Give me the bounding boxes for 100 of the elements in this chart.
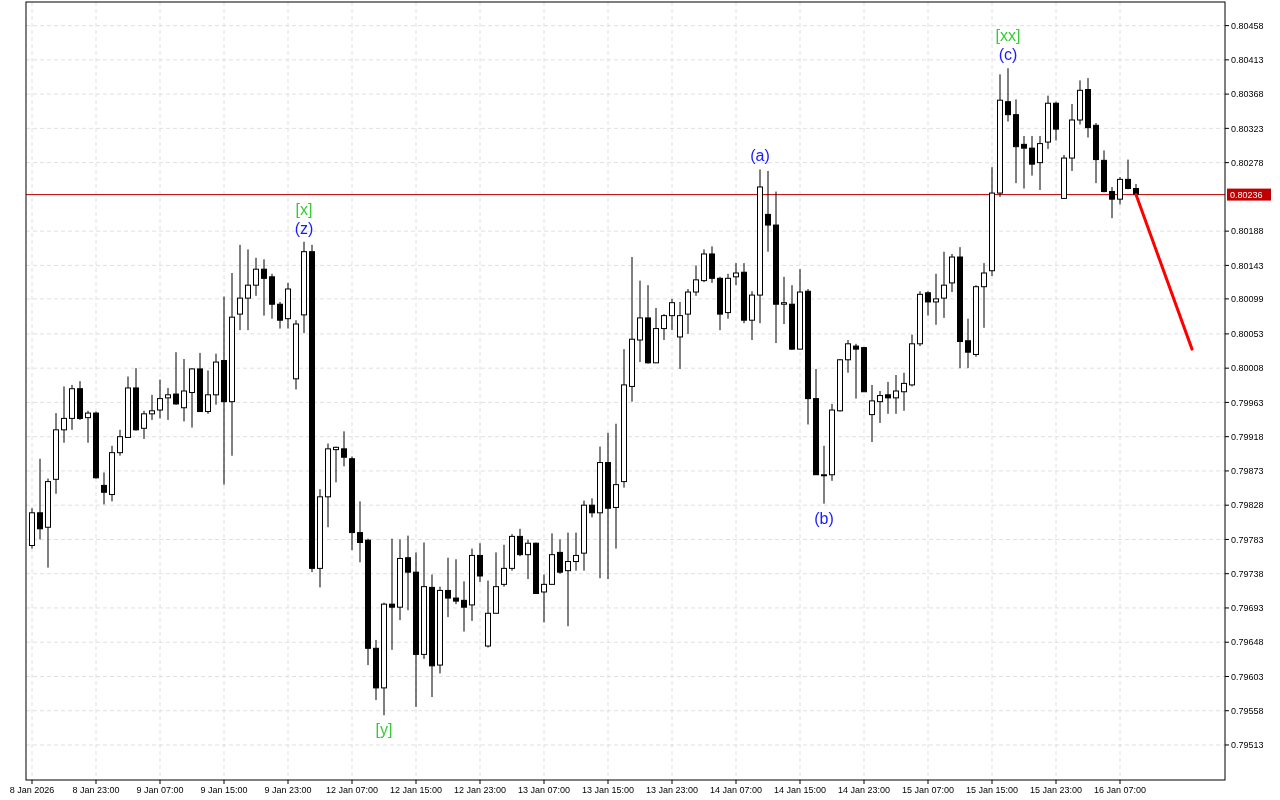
candlestick <box>885 381 891 415</box>
candlestick <box>245 248 251 331</box>
candlestick <box>253 257 259 297</box>
annotation: [xx] <box>995 27 1021 45</box>
y-tick-label: 0.79558 <box>1231 705 1264 716</box>
y-tick-label: 0.80188 <box>1231 226 1264 237</box>
candlestick <box>517 528 523 557</box>
candlestick <box>557 538 563 575</box>
x-tick-label: 16 Jan 07:00 <box>1093 785 1147 795</box>
annotation: (b) <box>814 509 834 527</box>
x-tick-label: 13 Jan 07:00 <box>517 785 571 795</box>
x-tick-label: 14 Jan 23:00 <box>837 785 891 795</box>
x-tick-label: 15 Jan 15:00 <box>965 785 1019 795</box>
candlestick <box>165 387 171 421</box>
candlestick <box>157 379 163 419</box>
candlestick <box>853 343 859 400</box>
candlestick <box>261 258 267 317</box>
y-tick-label: 0.79693 <box>1231 603 1264 614</box>
candlestick <box>173 351 179 406</box>
candlestick <box>877 390 883 424</box>
y-tick-label: 0.79738 <box>1231 568 1264 579</box>
y-tick-label: 0.80368 <box>1231 89 1264 100</box>
y-tick-label: 0.79513 <box>1231 740 1264 751</box>
candlestick <box>693 264 699 297</box>
y-tick-label: 0.79648 <box>1231 637 1264 648</box>
candlestick <box>573 532 579 572</box>
candlestick <box>901 372 907 412</box>
candlestick <box>477 542 483 583</box>
annotation: [x] <box>295 200 313 218</box>
candlestick <box>181 358 187 422</box>
candlestick <box>85 410 91 444</box>
y-tick-label: 0.79873 <box>1231 466 1264 477</box>
candlestick <box>525 538 531 580</box>
candlestick <box>1117 176 1123 205</box>
x-tick-label: 12 Jan 07:00 <box>325 785 379 795</box>
candlestick <box>893 374 899 415</box>
candlestick <box>1005 67 1011 123</box>
y-tick-label: 0.79603 <box>1231 671 1264 682</box>
candlestick <box>501 544 507 588</box>
x-tick-label: 9 Jan 15:00 <box>200 785 248 795</box>
y-tick-label: 0.80323 <box>1231 123 1264 134</box>
annotation: [y] <box>375 721 393 739</box>
candlestick <box>765 170 771 253</box>
y-tick-label: 0.80458 <box>1231 20 1264 31</box>
candlestick <box>589 497 595 518</box>
candlestick <box>925 290 931 317</box>
candlestick <box>205 369 211 415</box>
candlestick <box>445 557 451 618</box>
candlestick <box>405 535 411 611</box>
candlestick <box>333 446 339 483</box>
x-tick-label: 15 Jan 07:00 <box>901 785 955 795</box>
candlestick <box>237 244 243 331</box>
candlestick <box>1109 186 1115 219</box>
candlestick <box>453 558 459 605</box>
candlestick <box>101 471 107 505</box>
candlestick <box>677 301 683 370</box>
candlestick <box>341 430 347 467</box>
candlestick <box>565 532 571 627</box>
candlestick <box>965 318 971 369</box>
x-tick-label: 13 Jan 15:00 <box>581 785 635 795</box>
candlestick <box>1029 135 1035 177</box>
x-tick-label: 12 Jan 15:00 <box>389 785 443 795</box>
candlestick <box>1021 135 1027 190</box>
y-tick-label: 0.79918 <box>1231 431 1264 442</box>
y-tick-label: 0.80278 <box>1231 157 1264 168</box>
x-tick-label: 13 Jan 23:00 <box>645 785 699 795</box>
annotation: (a) <box>750 147 770 165</box>
x-tick-label: 9 Jan 07:00 <box>136 785 184 795</box>
y-tick-label: 0.79828 <box>1231 500 1264 511</box>
candlestick <box>781 276 787 325</box>
candlestick <box>61 385 67 444</box>
candlestick <box>845 339 851 374</box>
annotation: (z) <box>294 219 314 237</box>
candlestick <box>1125 159 1131 190</box>
x-tick-label: 8 Jan 23:00 <box>72 785 120 795</box>
candlestick <box>149 394 155 421</box>
candlestick <box>461 580 467 633</box>
y-tick-label: 0.80099 <box>1231 294 1264 305</box>
y-tick-label: 0.80008 <box>1231 363 1264 374</box>
candlestick <box>637 280 643 363</box>
candlestick <box>37 458 43 540</box>
x-tick-label: 15 Jan 23:00 <box>1029 785 1083 795</box>
candlestick <box>821 445 827 505</box>
x-tick-label: 14 Jan 07:00 <box>709 785 763 795</box>
y-tick-label: 0.79783 <box>1231 534 1264 545</box>
x-tick-label: 9 Jan 23:00 <box>264 785 312 795</box>
candlestick <box>389 538 395 651</box>
candlestick <box>541 573 547 623</box>
x-tick-label: 8 Jan 2026 <box>9 785 55 795</box>
candlestick <box>357 500 363 563</box>
candlestick <box>613 423 619 550</box>
x-tick-label: 14 Jan 15:00 <box>773 785 827 795</box>
y-tick-label: 0.80413 <box>1231 55 1264 66</box>
candlestick <box>117 429 123 457</box>
candlestick <box>1037 135 1043 191</box>
y-tick-label: 0.80053 <box>1231 329 1264 340</box>
candlestick <box>685 288 691 335</box>
candlestick <box>141 410 147 440</box>
y-tick-label: 0.79963 <box>1231 397 1264 408</box>
candlestick <box>981 262 987 329</box>
